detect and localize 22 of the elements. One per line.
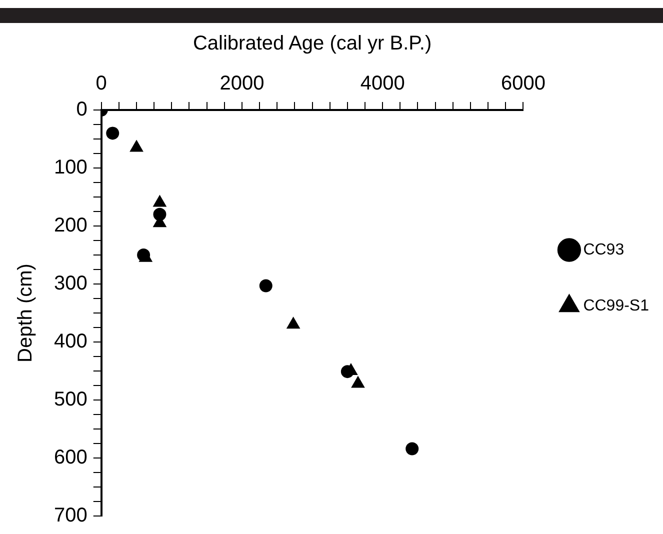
x-axis-title: Calibrated Age (cal yr B.P.) — [192, 32, 432, 55]
y-tick-label: 700 — [54, 504, 88, 527]
point — [351, 376, 365, 388]
y-tick-label: 100 — [54, 156, 88, 179]
y-axis-title: Depth (cm) — [14, 264, 37, 362]
x-tick-label: 0 — [96, 72, 107, 95]
y-tick-label: 400 — [54, 330, 88, 353]
x-tick-label: 6000 — [500, 72, 546, 95]
x-tick-label: 4000 — [360, 72, 405, 95]
y-tick-label: 500 — [54, 388, 88, 411]
point — [259, 279, 272, 292]
y-tick-label: 600 — [54, 446, 88, 469]
x-tick-label: 2000 — [220, 72, 264, 95]
point — [106, 126, 120, 140]
point — [286, 317, 300, 329]
y-tick-label: 0 — [76, 98, 88, 121]
point — [130, 140, 144, 152]
y-tick-label: 200 — [54, 214, 88, 237]
y-tick-label: 300 — [54, 272, 88, 295]
legend-label: CC93 — [583, 241, 624, 258]
legend-label: CC99-S1 — [583, 297, 650, 314]
point — [153, 195, 166, 207]
